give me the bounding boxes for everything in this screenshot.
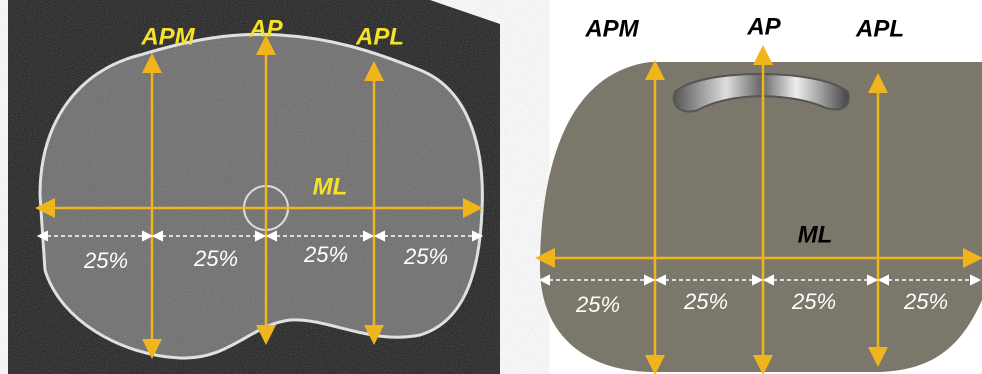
- quarter-label: 25%: [303, 242, 348, 267]
- quarter-label: 25%: [903, 289, 948, 314]
- quarter-label: 25%: [575, 292, 620, 317]
- quarter-label: 25%: [83, 248, 128, 273]
- quarter-label: 25%: [683, 289, 728, 314]
- label-ml: ML: [313, 173, 348, 200]
- ct-texture: [8, 0, 500, 374]
- label-apl: APL: [355, 23, 404, 50]
- quarter-label: 25%: [193, 246, 238, 271]
- ct-panel: APM AP APL ML 25% 25% 25% 25%: [8, 0, 500, 374]
- quarter-label: 25%: [403, 244, 448, 269]
- implant-panel: APM AP APL ML 25% 25% 25% 25%: [540, 13, 982, 372]
- label-ap: AP: [248, 15, 283, 42]
- label-apm: APM: [584, 15, 639, 42]
- label-apl: APL: [855, 15, 904, 42]
- quarter-label: 25%: [791, 289, 836, 314]
- implant-plate: [540, 62, 982, 372]
- label-ml: ML: [798, 221, 833, 248]
- label-apm: APM: [140, 23, 195, 50]
- label-ap: AP: [746, 13, 781, 40]
- figure: APM AP APL ML 25% 25% 25% 25% APM AP APL…: [0, 0, 982, 374]
